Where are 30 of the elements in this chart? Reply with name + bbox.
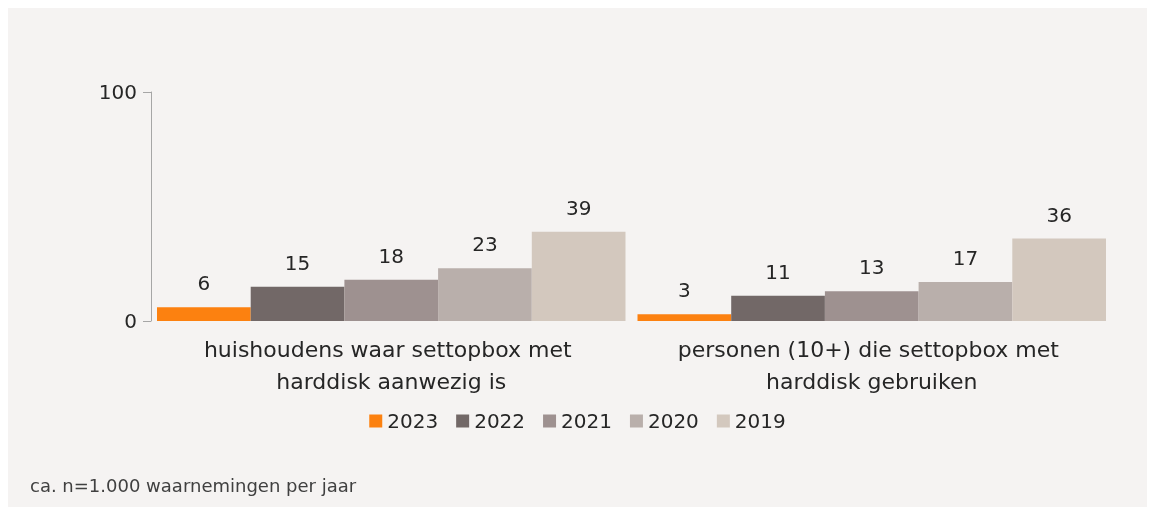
x-tick-label: personen (10+) die settopbox met harddisk gebruiken	[677, 336, 1066, 394]
x-tick-label: huishoudens waar settopbox met harddisk aanwezig is	[203, 336, 579, 394]
bar	[731, 295, 825, 321]
data-label: 18	[378, 243, 404, 268]
bar	[438, 268, 532, 321]
bar	[824, 291, 919, 321]
bar	[250, 286, 345, 321]
legend-label: 2019	[734, 409, 786, 433]
data-label: 3	[677, 278, 691, 303]
data-label: 6	[197, 271, 211, 296]
bar	[157, 307, 251, 321]
data-label: 17	[952, 246, 979, 271]
data-label: 13	[859, 255, 885, 280]
data-label: 36	[1046, 202, 1072, 227]
bar	[637, 314, 732, 321]
bar	[531, 231, 626, 321]
bar	[918, 282, 1013, 321]
text: ca. n=1.000 waarnemingen per jaar	[30, 474, 357, 496]
legend-label: 2022	[474, 409, 526, 433]
data-label: 15	[284, 250, 311, 275]
y-tick-label: 0	[124, 309, 137, 333]
legend-label: 2020	[647, 409, 699, 433]
bar	[1012, 238, 1106, 321]
legend-label: 2021	[561, 409, 612, 433]
legend-label: 2023	[387, 409, 439, 433]
data-label: 11	[765, 259, 791, 284]
y-tick-label: 100	[98, 80, 137, 104]
data-label: 39	[565, 195, 592, 220]
data-label: 23	[472, 232, 498, 257]
bar	[344, 279, 439, 321]
